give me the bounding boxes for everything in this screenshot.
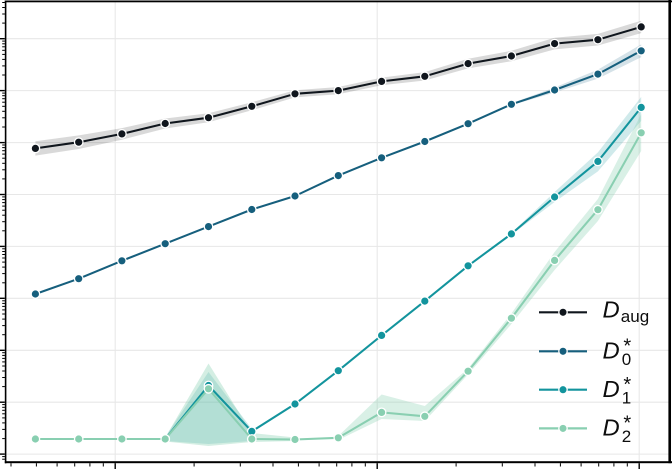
svg-text:0: 0 — [622, 350, 631, 369]
svg-text:1: 1 — [622, 388, 631, 407]
svg-text:D: D — [603, 297, 620, 323]
svg-text:D: D — [603, 415, 620, 441]
svg-text:*: * — [623, 374, 631, 396]
svg-text:*: * — [623, 336, 631, 358]
svg-text:D: D — [603, 338, 620, 364]
svg-text:aug: aug — [621, 307, 649, 326]
svg-text:D: D — [603, 376, 620, 402]
svg-text:2: 2 — [622, 427, 631, 446]
svg-text:*: * — [623, 413, 631, 435]
